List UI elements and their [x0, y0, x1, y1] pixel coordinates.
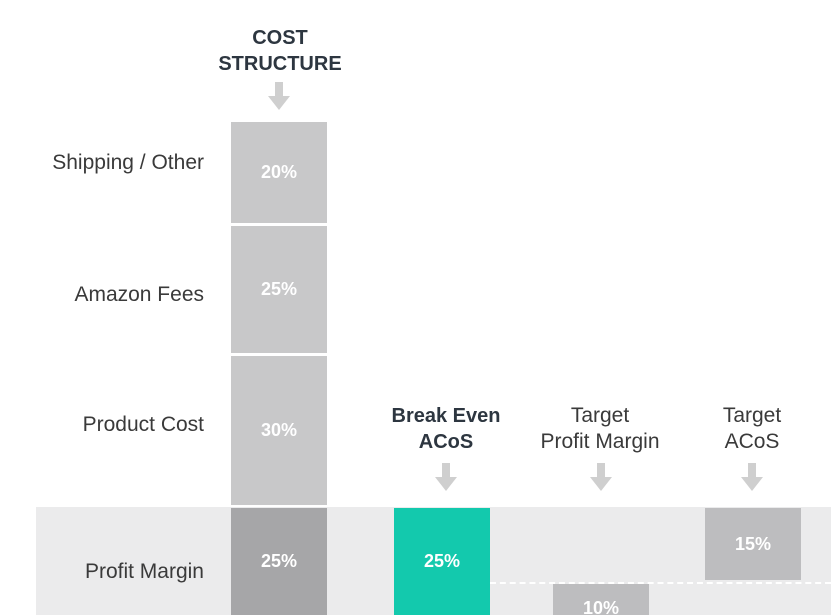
row-label-amazon-fees: Amazon Fees [74, 283, 204, 306]
target-acos-title: Target ACoS [677, 403, 827, 455]
row-label-shipping: Shipping / Other [52, 151, 204, 174]
segment-profit-margin-value: 25% [260, 551, 298, 571]
break-even-title: Break Even ACoS [366, 403, 526, 455]
cost-structure-title: COST STRUCTURE [205, 25, 355, 77]
segment-amazon-fees-value: 25% [260, 279, 298, 299]
cost-structure-title-line-1: COST [252, 27, 308, 49]
segment-product-cost: 30% [231, 356, 327, 505]
break-even-bar-value: 25% [423, 551, 461, 571]
target-acos-title-line-1: Target [722, 404, 782, 427]
segment-profit-margin: 25% [231, 508, 327, 615]
target-acos-title-line-2: ACoS [724, 430, 780, 453]
target-profit-arrow-icon [590, 463, 612, 491]
segment-product-cost-value: 30% [260, 420, 298, 440]
break-even-title-line-1: Break Even [391, 405, 501, 427]
break-even-arrow-icon [435, 463, 457, 491]
target-profit-title-line-2: Profit Margin [540, 430, 660, 453]
cost-structure-arrow-icon [268, 82, 290, 110]
cost-structure-title-line-2: STRUCTURE [218, 53, 342, 75]
target-acos-bar-value: 15% [734, 533, 772, 554]
target-profit-bar: 10% [553, 584, 649, 615]
break-even-title-line-2: ACoS [418, 431, 474, 453]
break-even-bar: 25% [394, 508, 490, 615]
row-label-profit-margin: Profit Margin [84, 560, 204, 583]
segment-amazon-fees: 25% [231, 226, 327, 353]
target-profit-title-line-1: Target [570, 404, 630, 427]
segment-shipping: 20% [231, 122, 327, 223]
target-acos-bar: 15% [705, 508, 801, 580]
target-profit-title: Target Profit Margin [515, 403, 685, 455]
target-acos-arrow-icon [741, 463, 763, 491]
target-profit-dashed-line [490, 582, 831, 584]
row-label-product-cost: Product Cost [82, 413, 204, 436]
segment-shipping-value: 20% [260, 162, 298, 182]
target-profit-bar-value: 10% [582, 598, 620, 615]
